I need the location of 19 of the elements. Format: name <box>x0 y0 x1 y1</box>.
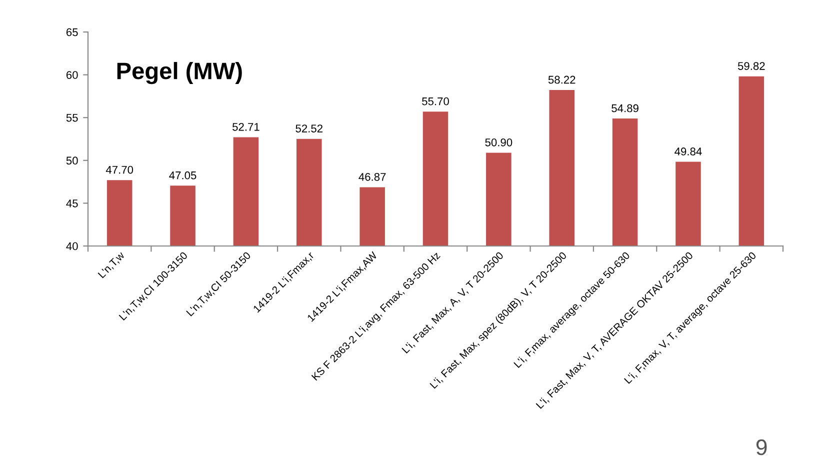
data-label: 55.70 <box>422 97 449 106</box>
y-tick-label: 50 <box>66 156 78 165</box>
y-tick-label: 65 <box>66 28 78 36</box>
data-label: 47.05 <box>169 171 196 180</box>
y-tick-label: 55 <box>66 114 78 122</box>
data-label: 59.82 <box>738 62 765 70</box>
data-label: 58.22 <box>548 76 576 84</box>
text: Pegel (MW) <box>117 62 242 84</box>
data-label: 54.89 <box>612 104 638 112</box>
data-label: 52.52 <box>296 124 322 132</box>
y-tick-label: 45 <box>66 200 78 208</box>
data-label: 52.71 <box>232 122 260 131</box>
y-tick-label: 60 <box>66 71 78 79</box>
y-tick-label: 40 <box>66 242 78 250</box>
data-label: 50.90 <box>485 138 512 146</box>
data-label: 47.70 <box>106 166 134 174</box>
data-label: 46.87 <box>358 172 386 181</box>
data-label: 49.84 <box>674 148 702 156</box>
text: 9 <box>756 439 767 456</box>
